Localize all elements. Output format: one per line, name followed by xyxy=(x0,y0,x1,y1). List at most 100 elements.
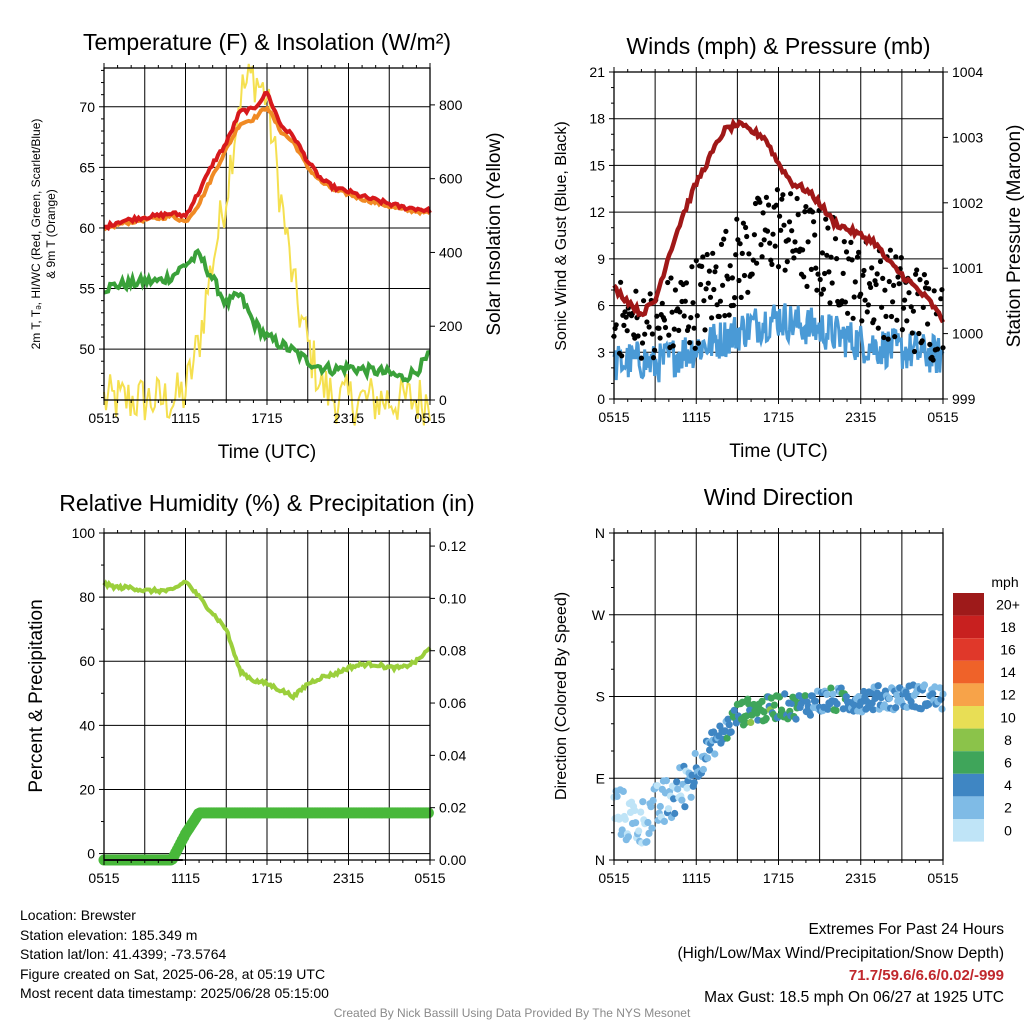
direction-point xyxy=(869,706,877,714)
max-gust-text: Max Gust: 18.5 mph On 06/27 at 1925 UTC xyxy=(704,988,1004,1006)
gust-point xyxy=(862,297,868,303)
gust-point xyxy=(840,270,846,276)
gust-point xyxy=(873,281,879,288)
direction-point xyxy=(660,817,669,826)
gust-point xyxy=(911,348,918,355)
gust-point xyxy=(850,315,856,321)
latlon-text: Station lat/lon: 41.4399; -73.5764 xyxy=(20,946,227,963)
legend-label: 8 xyxy=(1004,732,1012,748)
gust-point xyxy=(891,282,897,288)
gust-point xyxy=(881,334,887,341)
legend-swatch xyxy=(953,773,984,797)
gust-point xyxy=(740,220,747,226)
gust-point xyxy=(860,272,866,278)
gust-point xyxy=(763,194,770,200)
gust-point xyxy=(766,202,772,208)
direction-point xyxy=(687,793,695,801)
gust-point xyxy=(814,287,820,293)
gust-point xyxy=(621,322,627,328)
gust-point xyxy=(700,254,706,260)
rh-yr-tick-label: 0.02 xyxy=(439,800,466,816)
rh-y-tick-label: 40 xyxy=(79,717,95,733)
wind-x-tick-label: 0515 xyxy=(598,409,629,425)
direction-point xyxy=(639,798,647,806)
extremes-heading: Extremes For Past 24 Hours xyxy=(808,921,1004,938)
direction-point xyxy=(747,718,755,727)
wind-x-label: Time (UTC) xyxy=(729,441,828,462)
gust-point xyxy=(805,239,811,245)
gust-point xyxy=(657,335,663,341)
gust-point xyxy=(883,313,889,319)
direction-point xyxy=(801,692,809,700)
direction-point xyxy=(892,704,900,712)
wind-y-label-left: Sonic Wind & Gust (Blue, Black) xyxy=(553,121,570,350)
gust-point xyxy=(910,308,917,314)
rh-y-label-left: Percent & Precipitation xyxy=(26,599,47,792)
dir-y-tick-label: E xyxy=(596,770,605,786)
gust-point xyxy=(930,357,936,363)
gust-point xyxy=(842,299,849,305)
gust-point xyxy=(661,317,668,323)
gust-point xyxy=(895,274,901,280)
gust-point xyxy=(759,254,765,260)
gust-point xyxy=(908,304,914,310)
credit-text: Created By Nick Bassill Using Data Provi… xyxy=(333,1006,691,1020)
gust-point xyxy=(885,336,891,342)
wind-y-tick-label: 21 xyxy=(589,64,605,80)
rh-yr-tick-label: 0.06 xyxy=(439,695,466,711)
gust-point xyxy=(768,257,774,263)
gust-point xyxy=(758,242,764,248)
gust-point xyxy=(909,330,915,336)
location-text: Location: Brewster xyxy=(20,907,136,923)
precip-point xyxy=(422,807,434,819)
gust-point xyxy=(659,300,665,306)
gust-point xyxy=(745,289,751,295)
wind-speed-line xyxy=(612,303,945,383)
gust-point xyxy=(780,192,786,198)
gust-point xyxy=(864,309,870,315)
rh-y-tick-label: 60 xyxy=(79,653,95,669)
gust-point xyxy=(709,315,715,321)
legend-label: 14 xyxy=(1000,664,1016,680)
gust-point xyxy=(832,236,839,242)
rh-panel: Relative Humidity (%) & Precipitation (i… xyxy=(26,490,475,886)
temp-yr-tick-label: 200 xyxy=(439,318,463,334)
gust-point xyxy=(750,257,756,263)
gust-point xyxy=(804,283,810,289)
gust-point xyxy=(619,353,625,359)
gust-point xyxy=(652,347,658,353)
gust-point xyxy=(767,240,773,246)
legend-label: 18 xyxy=(1000,619,1016,635)
temp-y-tick-label: 60 xyxy=(79,220,95,236)
rh-x-tick-label: 1715 xyxy=(251,870,282,886)
gust-point xyxy=(861,267,867,274)
gust-point xyxy=(841,239,847,245)
gust-point xyxy=(906,290,912,296)
gust-point xyxy=(851,294,857,300)
gust-point xyxy=(894,317,900,323)
gust-point xyxy=(887,247,894,253)
direction-point xyxy=(647,803,655,811)
gust-point xyxy=(701,298,707,304)
gust-point xyxy=(633,288,639,294)
rh-x-tick-label: 2315 xyxy=(333,870,364,886)
wind-y-tick-label: 18 xyxy=(589,111,605,127)
gust-point xyxy=(639,340,646,346)
direction-point xyxy=(896,684,904,692)
gust-point xyxy=(692,345,698,351)
direction-point xyxy=(936,684,944,692)
gust-point xyxy=(778,227,784,233)
gust-point xyxy=(707,294,714,300)
gust-point xyxy=(779,196,785,202)
gust-point xyxy=(938,296,944,302)
temp-y-tick-label: 50 xyxy=(79,341,95,357)
gust-point xyxy=(834,256,840,262)
created-text: Figure created on Sat, 2025-06-28, at 05… xyxy=(20,965,326,982)
rh-title: Relative Humidity (%) & Precipitation (i… xyxy=(59,490,474,516)
gust-point xyxy=(845,310,851,316)
gust-point xyxy=(649,331,656,337)
wind-y-label-right: Station Pressure (Maroon) xyxy=(1004,125,1024,348)
gust-point xyxy=(875,325,881,331)
temp-y-label-1: 2m T, Tₔ, HI/WC (Red, Green, Scarlet/Blu… xyxy=(29,119,43,350)
